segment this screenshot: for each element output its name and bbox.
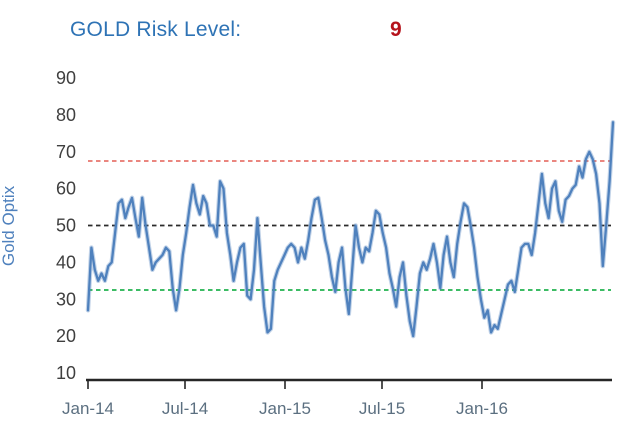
- y-axis-tick-labels: 90 80 70 60 50 40 30 20 10: [56, 68, 76, 383]
- x-tick-label: Jan-15: [259, 399, 311, 418]
- y-tick-label: 20: [56, 326, 76, 346]
- chart-header: GOLD Risk Level: 9: [0, 18, 620, 48]
- y-tick-label: 40: [56, 252, 76, 272]
- x-tick-label: Jul-14: [162, 399, 208, 418]
- x-tick-label: Jan-14: [62, 399, 114, 418]
- y-tick-label: 10: [56, 363, 76, 383]
- x-axis: [86, 378, 612, 389]
- y-tick-label: 60: [56, 179, 76, 199]
- y-tick-label: 50: [56, 216, 76, 236]
- y-tick-label: 80: [56, 105, 76, 125]
- y-tick-label: 70: [56, 142, 76, 162]
- risk-level-value: 9: [390, 18, 402, 41]
- chart-title: GOLD Risk Level:: [70, 18, 242, 41]
- reference-lines: [88, 160, 611, 291]
- x-tick-label: Jan-16: [456, 399, 508, 418]
- x-axis-tick-labels: Jan-14 Jul-14 Jan-15 Jul-15 Jan-16: [62, 399, 508, 418]
- series-line: [86, 121, 615, 338]
- y-tick-label: 30: [56, 289, 76, 309]
- gold-optix-series: [85, 120, 616, 339]
- x-tick-label: Jul-15: [359, 399, 405, 418]
- y-tick-label: 90: [56, 68, 76, 88]
- y-axis-title: Gold Optix: [0, 185, 18, 266]
